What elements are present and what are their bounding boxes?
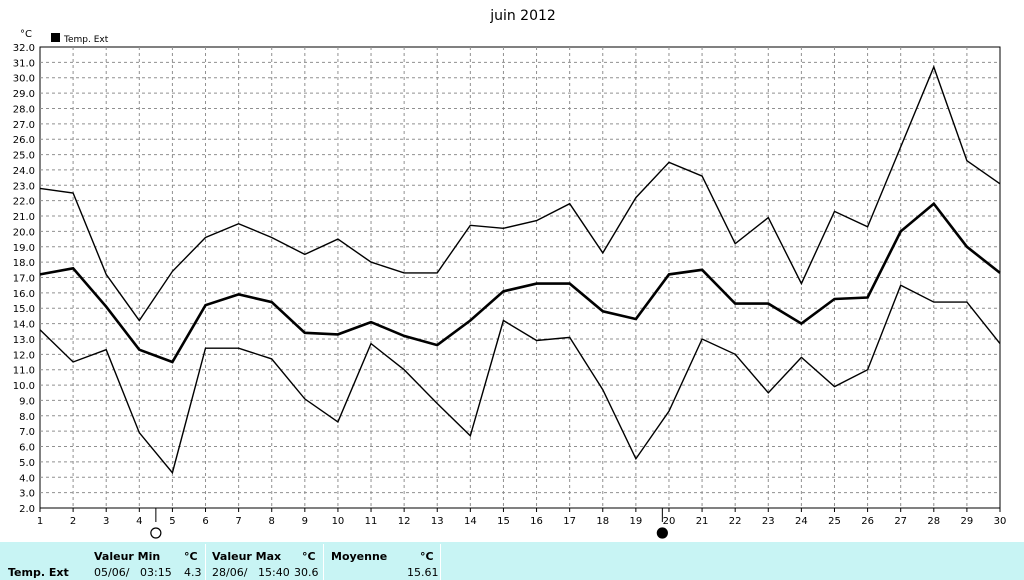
y-tick-label: 2.0 <box>19 504 35 515</box>
x-tick-label: 14 <box>464 516 477 527</box>
x-tick-label: 1 <box>37 516 43 527</box>
y-tick-label: 23.0 <box>13 181 35 192</box>
x-tick-label: 19 <box>629 516 642 527</box>
min-time: 03:15 <box>140 566 172 579</box>
y-tick-label: 13.0 <box>13 335 35 346</box>
y-tick-label: 15.0 <box>13 304 35 315</box>
legend-swatch <box>51 33 60 42</box>
x-tick-label: 15 <box>497 516 510 527</box>
y-tick-label: 9.0 <box>19 396 35 407</box>
avg-unit: °C <box>420 550 434 563</box>
y-tick-label: 17.0 <box>13 274 35 285</box>
x-tick-label: 4 <box>136 516 142 527</box>
y-tick-label: 29.0 <box>13 89 35 100</box>
x-tick-label: 9 <box>302 516 308 527</box>
x-tick-label: 29 <box>961 516 974 527</box>
y-tick-label: 31.0 <box>13 58 35 69</box>
y-tick-label: 19.0 <box>13 243 35 254</box>
separator <box>323 544 324 580</box>
x-tick-label: 10 <box>332 516 345 527</box>
chart-svg: 2.0 3.0 4.0 5.0 6.0 7.0 8.0 9.0 10.0 11.0 12.0 13.0… <box>13 8 1007 539</box>
y-tick-label: 5.0 <box>19 458 35 469</box>
min-date: 05/06/ <box>94 566 130 579</box>
x-tick-label: 8 <box>269 516 275 527</box>
y-tick-label: 7.0 <box>19 427 35 438</box>
y-tick-label: 12.0 <box>13 350 35 361</box>
full-moon-icon <box>150 527 162 539</box>
x-tick-label: 26 <box>861 516 874 527</box>
y-tick-label: 18.0 <box>13 258 35 269</box>
chart-title: juin 2012 <box>489 8 556 24</box>
y-tick-label: 16.0 <box>13 289 35 300</box>
series-line-3 <box>39 284 1001 475</box>
max-label: Valeur Max <box>212 550 282 563</box>
x-tick-label: 11 <box>365 516 378 527</box>
y-axis-label: °C <box>20 29 32 40</box>
min-label: Valeur Min <box>94 550 161 563</box>
x-tick-label: 20 <box>663 516 676 527</box>
x-tick-label: 24 <box>795 516 808 527</box>
y-tick-label: 30.0 <box>13 74 35 85</box>
x-tick-label: 6 <box>202 516 208 527</box>
y-tick-label: 27.0 <box>13 120 35 131</box>
y-tick-label: 26.0 <box>13 135 35 146</box>
x-tick-label: 21 <box>696 516 709 527</box>
x-tick-label: 2 <box>70 516 76 527</box>
series-line-2 <box>39 201 1001 364</box>
x-tick-label: 16 <box>530 516 543 527</box>
series-line-1 <box>39 65 1001 322</box>
x-tick-label: 5 <box>169 516 175 527</box>
y-tick-label: 25.0 <box>13 151 35 162</box>
y-tick-label: 14.0 <box>13 320 35 331</box>
min-value: 4.3 <box>184 566 202 579</box>
x-tick-label: 18 <box>596 516 609 527</box>
x-tick-label: 7 <box>235 516 241 527</box>
stats-footer: Temp. Ext Valeur Min °C 05/06/ 03:15 4.3… <box>0 542 1024 580</box>
legend-label: Temp. Ext <box>63 35 109 45</box>
max-unit: °C <box>302 550 316 563</box>
y-tick-label: 21.0 <box>13 212 35 223</box>
y-tick-label: 3.0 <box>19 489 35 500</box>
y-tick-label: 4.0 <box>19 473 35 484</box>
separator <box>205 544 206 580</box>
row-label: Temp. Ext <box>8 566 69 579</box>
x-tick-label: 28 <box>927 516 940 527</box>
y-tick-label: 20.0 <box>13 227 35 238</box>
min-unit: °C <box>184 550 198 563</box>
y-tick-label: 8.0 <box>19 412 35 423</box>
max-value: 30.6 <box>294 566 319 579</box>
y-tick-label: 24.0 <box>13 166 35 177</box>
x-tick-label: 27 <box>894 516 907 527</box>
avg-value: 15.61 <box>407 566 439 579</box>
x-tick-label: 30 <box>994 516 1007 527</box>
x-tick-label: 25 <box>828 516 841 527</box>
x-tick-label: 22 <box>729 516 742 527</box>
y-tick-label: 28.0 <box>13 104 35 115</box>
x-tick-label: 12 <box>398 516 411 527</box>
separator <box>440 544 441 580</box>
new-moon-icon <box>656 527 668 539</box>
y-tick-label: 22.0 <box>13 197 35 208</box>
chart: 2.0 3.0 4.0 5.0 6.0 7.0 8.0 9.0 10.0 11.0 12.0 13.0… <box>13 8 1007 539</box>
x-tick-label: 3 <box>103 516 109 527</box>
x-tick-label: 17 <box>563 516 576 527</box>
y-tick-label: 10.0 <box>13 381 35 392</box>
max-time: 15:40 <box>258 566 290 579</box>
x-tick-label: 13 <box>431 516 444 527</box>
avg-label: Moyenne <box>331 550 388 563</box>
y-tick-label: 6.0 <box>19 443 35 454</box>
x-tick-label: 23 <box>762 516 775 527</box>
max-date: 28/06/ <box>212 566 248 579</box>
y-tick-label: 32.0 <box>13 43 35 54</box>
y-tick-label: 11.0 <box>13 366 35 377</box>
